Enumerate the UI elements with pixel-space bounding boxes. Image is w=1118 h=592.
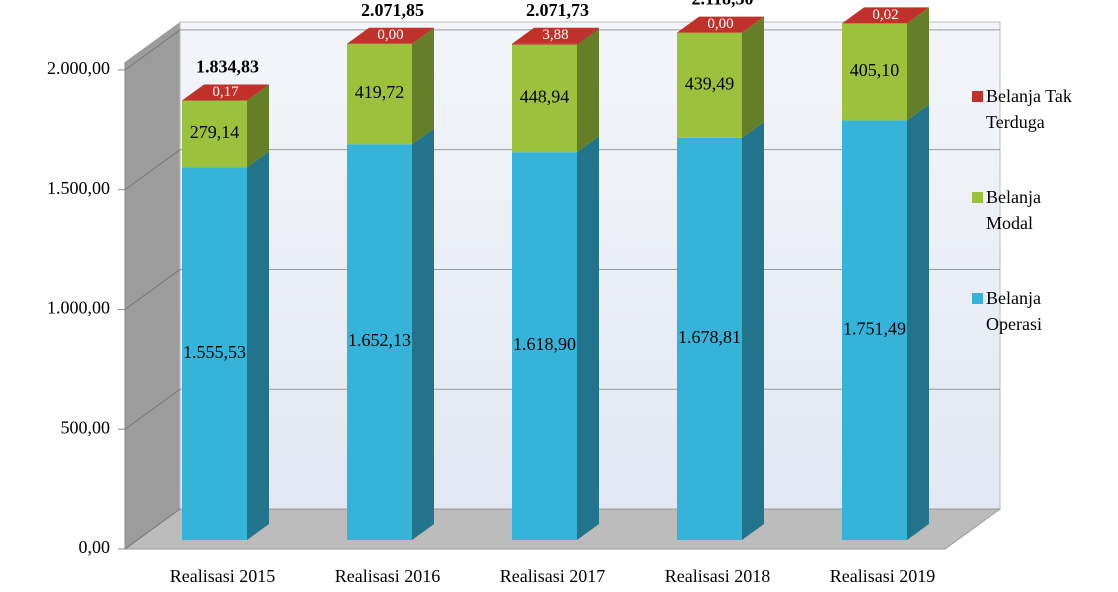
legend-label: Belanja Modal <box>986 187 1041 233</box>
legend-label: Belanja Operasi <box>986 288 1042 334</box>
legend-item: Belanja Operasi <box>972 285 1082 337</box>
bar-top <box>677 16 764 33</box>
data-label: 1.555,53 <box>183 342 246 362</box>
x-tick-label: Realisasi 2015 <box>170 566 276 586</box>
bar-segment <box>677 32 742 138</box>
bar-side <box>577 136 599 540</box>
y-tick-label: 1.500,00 <box>47 178 110 198</box>
bar-segment <box>842 23 907 121</box>
bar-side <box>247 84 269 101</box>
left-wall <box>125 22 180 549</box>
bar-side <box>577 28 599 153</box>
bar-top <box>347 27 434 44</box>
bar-segment <box>512 43 577 45</box>
legend-swatch <box>972 91 983 102</box>
data-label: 405,10 <box>850 60 900 80</box>
legend-item: Belanja Modal <box>972 184 1082 236</box>
bar-segment <box>677 137 742 540</box>
bar-side <box>907 7 929 24</box>
total-label: 2.071,85 <box>361 0 424 20</box>
data-label: 1.678,81 <box>678 327 741 347</box>
data-label: 0,17 <box>212 84 239 100</box>
legend-swatch <box>972 192 983 203</box>
y-tick-label: 500,00 <box>61 417 111 437</box>
bar-top <box>512 27 599 44</box>
bar-segment <box>182 100 247 168</box>
total-label: 1.834,83 <box>196 57 259 77</box>
legend-label: Belanja Tak Terduga <box>986 86 1072 132</box>
bar-segment <box>347 43 412 145</box>
data-label: 3,88 <box>542 27 568 43</box>
data-label: 0,00 <box>377 27 403 43</box>
bar-segment <box>512 152 577 540</box>
legend-item: Belanja Tak Terduga <box>972 83 1082 135</box>
bar-side <box>742 121 764 540</box>
data-label: 1.618,90 <box>513 334 576 354</box>
bar-side <box>412 128 434 541</box>
bar-side <box>907 104 929 540</box>
data-label: 439,49 <box>685 73 735 93</box>
grid-line <box>124 269 181 310</box>
y-tick-label: 1.000,00 <box>47 298 110 318</box>
y-tick-label: 0,00 <box>79 537 111 557</box>
bar-side <box>247 84 269 168</box>
data-label: 448,94 <box>520 87 570 107</box>
data-label: 1.751,49 <box>843 318 906 338</box>
x-tick-label: Realisasi 2019 <box>830 566 936 586</box>
bar-side <box>577 27 599 45</box>
x-tick-label: Realisasi 2016 <box>335 566 441 586</box>
x-tick-label: Realisasi 2017 <box>500 566 606 586</box>
bar-side <box>907 7 929 121</box>
grid-line <box>124 508 181 550</box>
bar-top <box>182 84 269 101</box>
y-tick-label: 2.000,00 <box>47 58 110 78</box>
data-label: 279,14 <box>190 122 240 142</box>
data-label: 0,00 <box>707 16 733 32</box>
bar-side <box>742 16 764 138</box>
bar-segment <box>512 44 577 153</box>
bar-side <box>412 27 434 145</box>
x-tick-label: Realisasi 2018 <box>665 566 771 586</box>
legend-swatch <box>972 293 983 304</box>
grid-line <box>124 29 181 71</box>
total-label: 2.071,73 <box>526 0 589 20</box>
bar-top <box>842 7 929 24</box>
bar-segment <box>347 144 412 541</box>
grid-line <box>124 388 181 430</box>
bar-segment <box>182 167 247 540</box>
bar-side <box>247 151 269 540</box>
data-label: 0,02 <box>872 7 898 23</box>
data-label: 1.652,13 <box>348 330 411 350</box>
data-label: 419,72 <box>355 82 405 102</box>
bar-segment <box>842 120 907 540</box>
grid-line <box>124 149 181 191</box>
total-label: 2.118,30 <box>691 0 753 9</box>
